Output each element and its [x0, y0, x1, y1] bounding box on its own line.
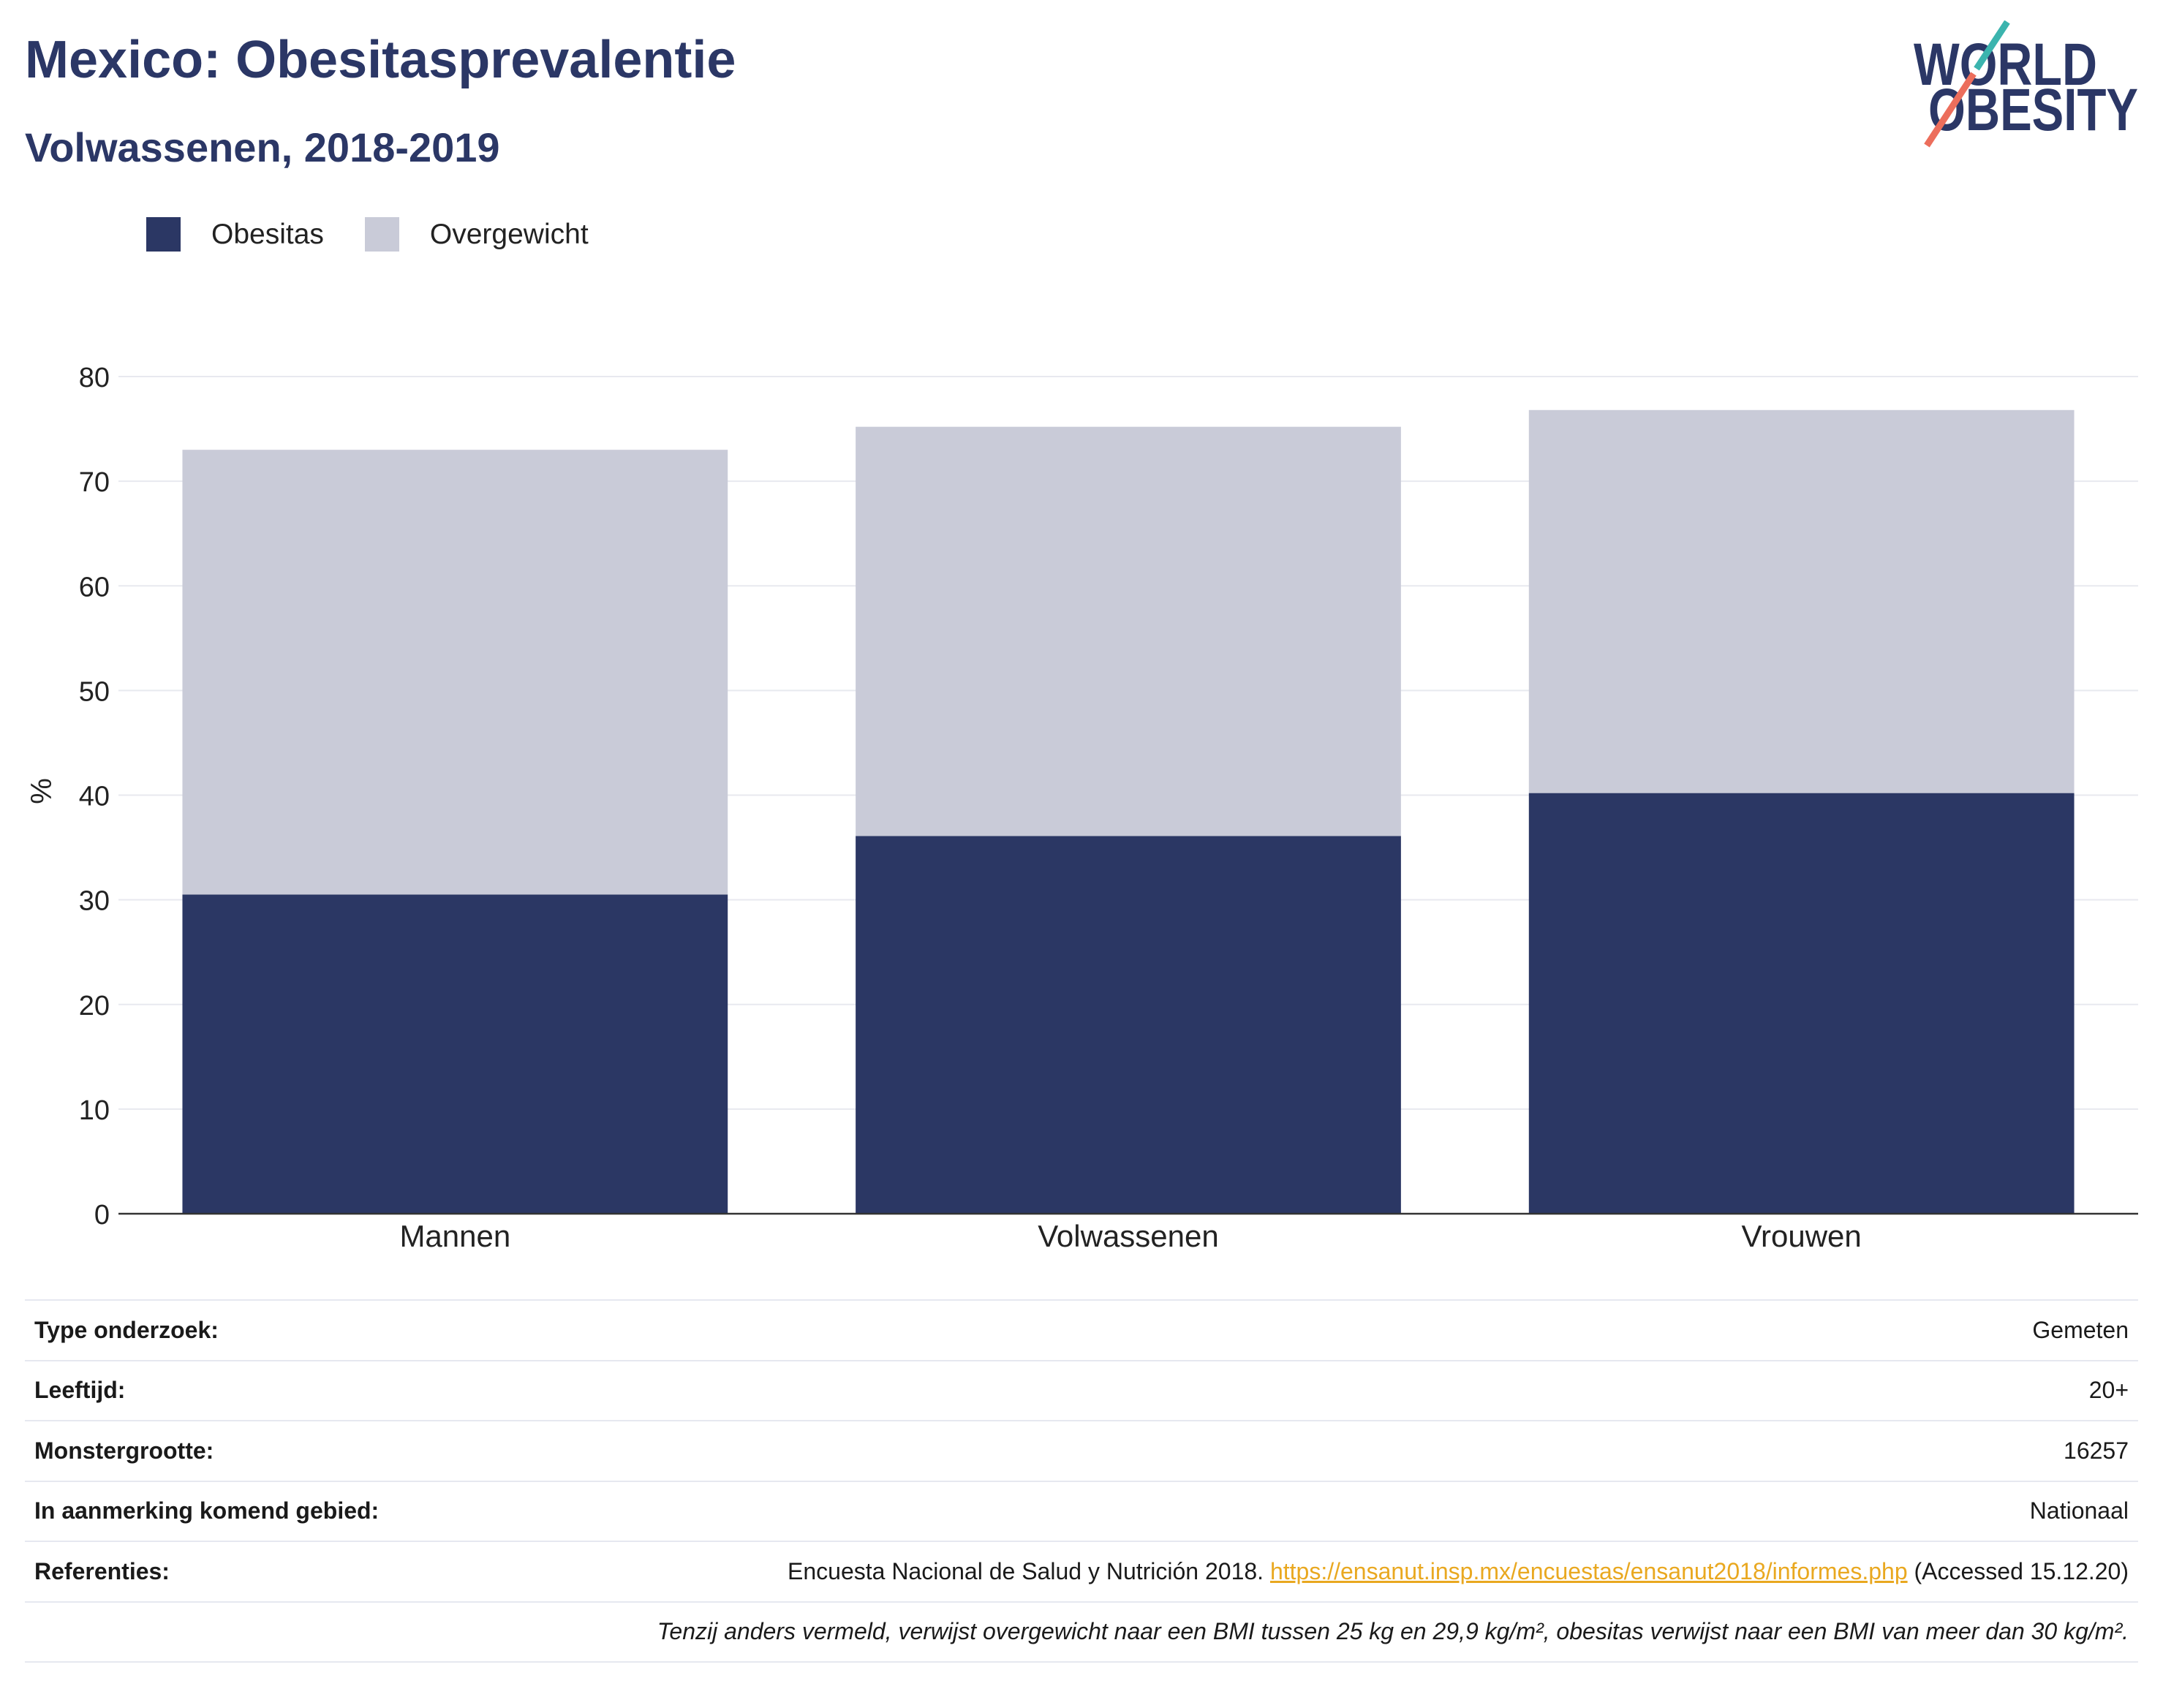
y-tick-label-60: 60 — [79, 572, 110, 602]
y-tick-label-50: 50 — [79, 676, 110, 707]
row-value: 20+ — [2088, 1377, 2129, 1404]
table-row-survey-type: Type onderzoek: Gemeten — [25, 1301, 2138, 1361]
reference-value: Encuesta Nacional de Salud y Nutrición 2… — [788, 1558, 2129, 1585]
row-value: Gemeten — [2032, 1316, 2129, 1343]
logo-word-world: WORLD — [1914, 31, 2097, 98]
y-tick-label-20: 20 — [79, 991, 110, 1021]
row-value: Nationaal — [2029, 1497, 2129, 1524]
reference-link[interactable]: https://ensanut.insp.mx/encuestas/ensanu… — [1269, 1557, 1908, 1584]
row-label: Leeftijd: — [34, 1377, 126, 1404]
legend-item-obesitas[interactable]: Obesitas — [146, 217, 324, 252]
bar-overgewicht-vrouwen — [1528, 409, 2075, 793]
y-tick-label-80: 80 — [79, 363, 110, 393]
chart-title: Mexico: Obesitasprevalentie — [25, 31, 736, 89]
legend-item-overgewicht[interactable]: Overgewicht — [364, 217, 589, 252]
x-tick-label-vrouwen: Vrouwen — [1742, 1219, 1862, 1253]
y-tick-label-40: 40 — [79, 782, 110, 812]
details-table: Type onderzoek: Gemeten Leeftijd: 20+ Mo… — [25, 1299, 2138, 1663]
footnote: Tenzij anders vermeld, verwijst overgewi… — [657, 1618, 2129, 1645]
y-tick-label-30: 30 — [79, 886, 110, 917]
bar-obesitas-mannen — [182, 894, 728, 1214]
bar-obesitas-volwassenen — [856, 836, 1401, 1214]
x-tick-label-volwassenen: Volwassenen — [1038, 1219, 1219, 1253]
table-row-age: Leeftijd: 20+ — [25, 1361, 2138, 1421]
row-label: Type onderzoek: — [34, 1316, 219, 1343]
bars — [182, 409, 2075, 1214]
row-label: Monstergrootte: — [34, 1437, 214, 1464]
stacked-bar-chart: 0 10 20 30 40 50 60 70 80 Mannen Volwassenen Vrouw… — [26, 363, 2138, 1253]
y-tick-label-0: 0 — [94, 1200, 110, 1231]
row-label: In aanmerking komend gebied: — [34, 1497, 380, 1524]
y-axis-title: % — [26, 778, 58, 804]
x-axis-category-labels: Mannen Volwassenen Vrouwen — [399, 1219, 1861, 1253]
y-axis-tick-labels: 0 10 20 30 40 50 60 70 80 — [79, 363, 110, 1231]
bar-overgewicht-volwassenen — [856, 426, 1401, 836]
legend-swatch-obesitas — [146, 217, 181, 252]
y-tick-label-70: 70 — [79, 467, 110, 498]
y-tick-label-10: 10 — [79, 1095, 110, 1126]
row-value: 16257 — [2064, 1437, 2129, 1464]
logo-accent-coral-stroke — [1924, 72, 1977, 148]
chart-legend: Obesitas Overgewicht — [146, 217, 630, 252]
table-row-sample-size: Monstergrootte: 16257 — [25, 1421, 2138, 1482]
row-label: Referenties: — [34, 1557, 170, 1584]
bar-overgewicht-mannen — [182, 450, 728, 895]
table-row-references: Referenties: Encuesta Nacional de Salud … — [25, 1542, 2138, 1603]
reference-text: Encuesta Nacional de Salud y Nutrición 2… — [788, 1557, 1264, 1584]
legend-label-overgewicht: Overgewicht — [429, 219, 589, 250]
table-row-footnote: Tenzij anders vermeld, verwijst overgewi… — [25, 1603, 2138, 1663]
world-obesity-logo: WORLD OBESITY — [1914, 20, 2138, 148]
legend-label-obesitas: Obesitas — [211, 219, 324, 250]
reference-accessed: (Accessed 15.12.20) — [1914, 1557, 2129, 1584]
logo-word-obesity: OBESITY — [1928, 77, 2138, 143]
bar-obesitas-vrouwen — [1528, 793, 2075, 1214]
table-row-area: In aanmerking komend gebied: Nationaal — [25, 1482, 2138, 1542]
logo-accent-teal-stroke — [1974, 20, 2010, 71]
legend-swatch-overgewicht — [364, 217, 399, 252]
x-tick-label-mannen: Mannen — [399, 1219, 510, 1253]
chart-subtitle: Volwassenen, 2018-2019 — [25, 124, 500, 170]
